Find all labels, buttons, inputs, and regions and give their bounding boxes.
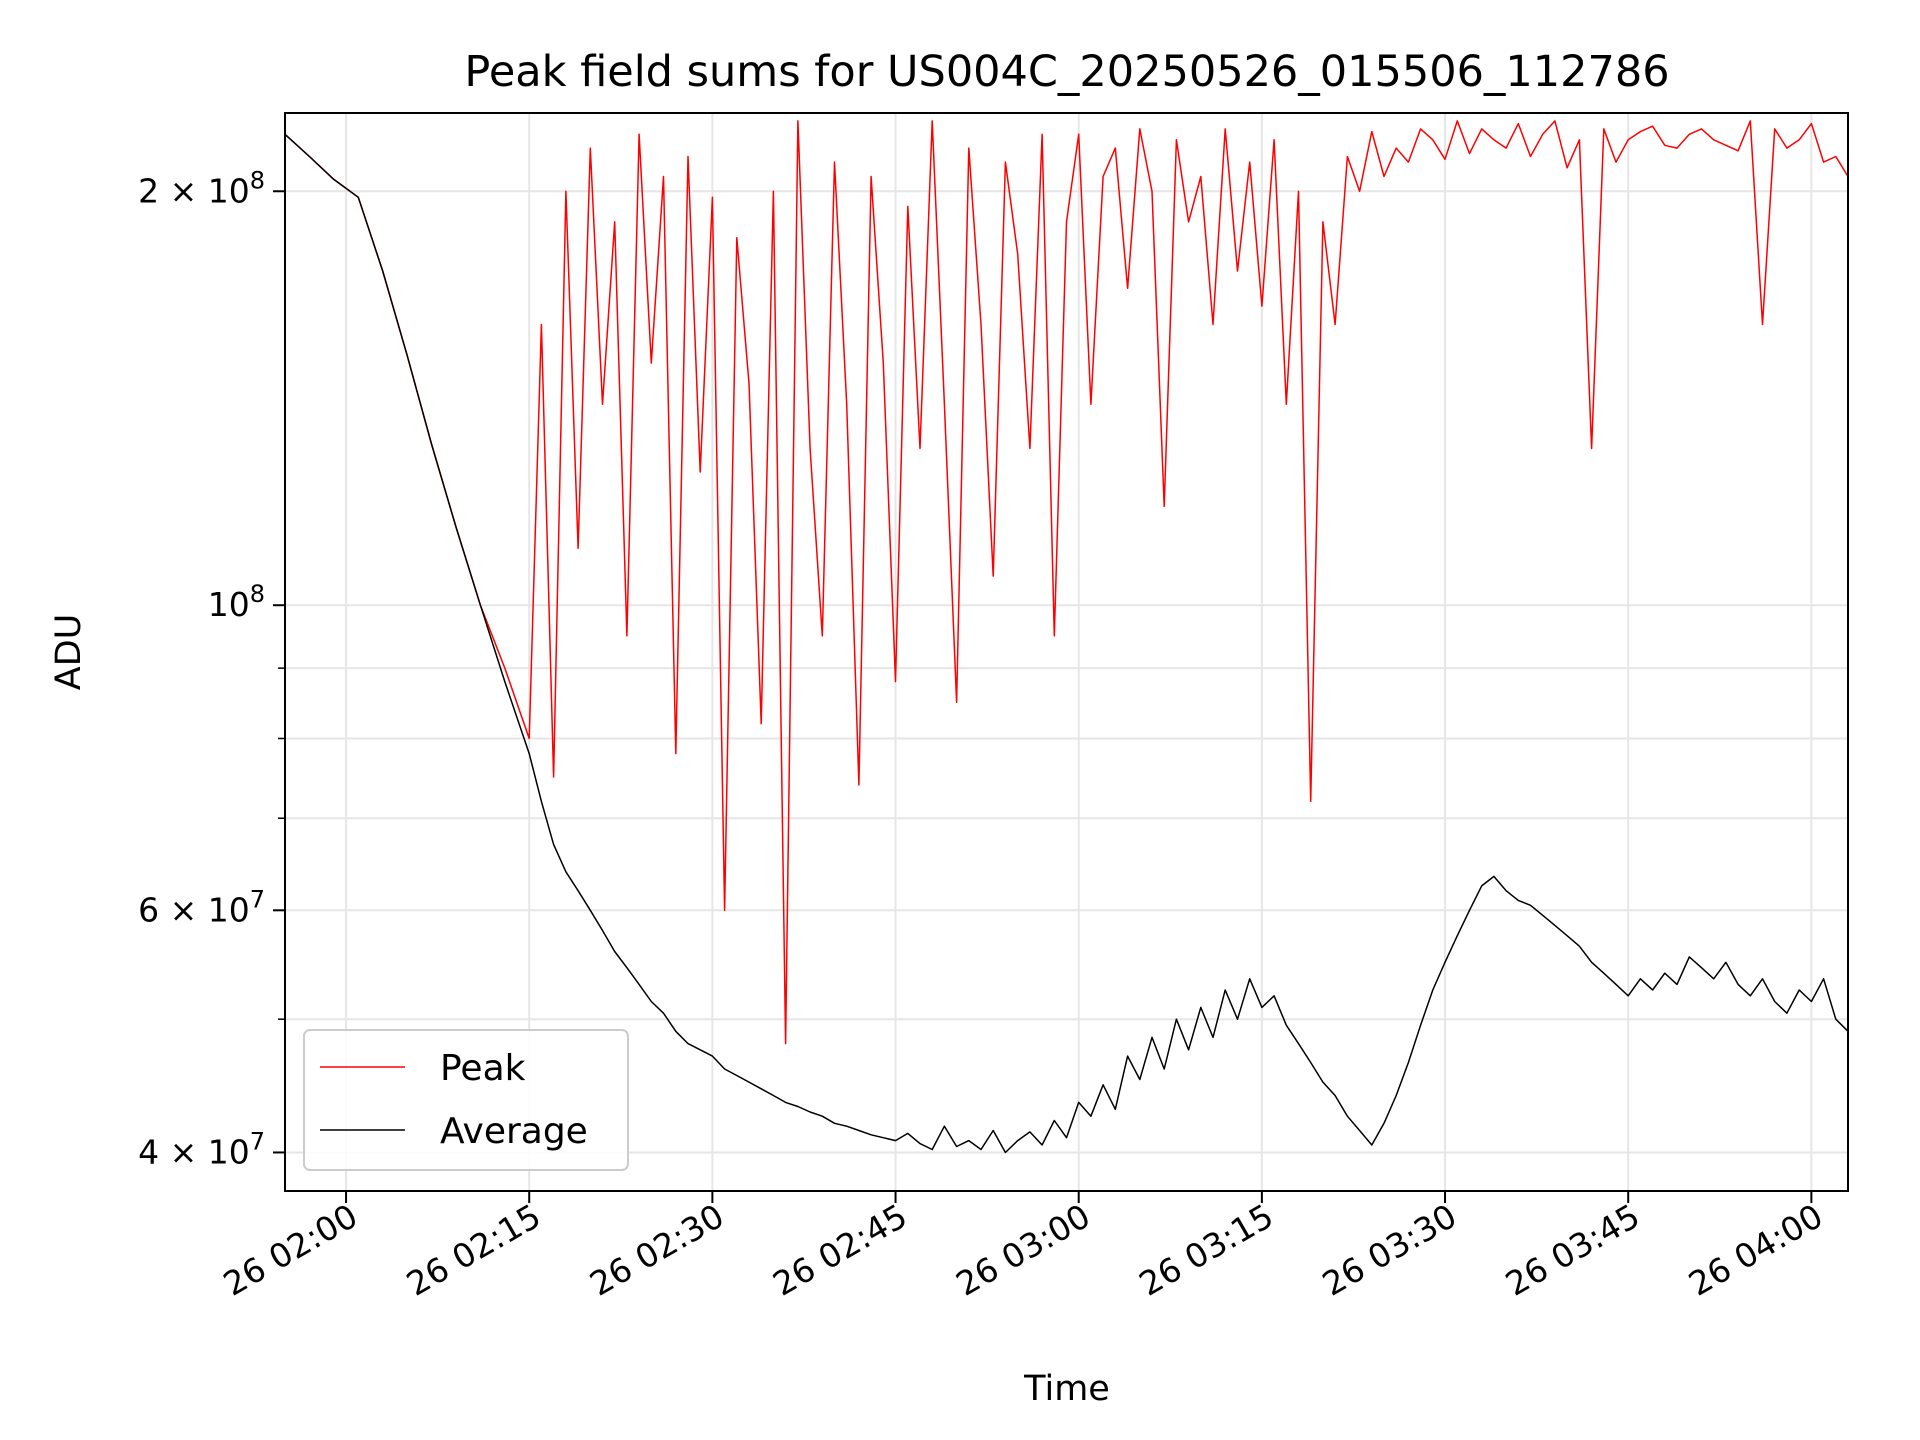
series-layer (284, 120, 1849, 1154)
series-line-average (284, 133, 1849, 1154)
y-axis-label: ADU (49, 614, 89, 691)
chart-title: Peak field sums for US004C_20250526_0155… (464, 47, 1669, 97)
x-axis-label: Time (1023, 1369, 1110, 1409)
legend-label-peak: Peak (440, 1048, 526, 1089)
legend-box (303, 1029, 629, 1171)
y-tick-label: 6 × 107 (138, 885, 265, 929)
plot-frame (284, 112, 1849, 1192)
y-tick-label: 4 × 107 (138, 1127, 265, 1171)
legend: Peak Average (303, 1029, 629, 1171)
series-line-peak (284, 120, 1849, 1045)
legend-label-average: Average (440, 1111, 588, 1152)
y-tick-label: 2 × 108 (138, 166, 265, 210)
